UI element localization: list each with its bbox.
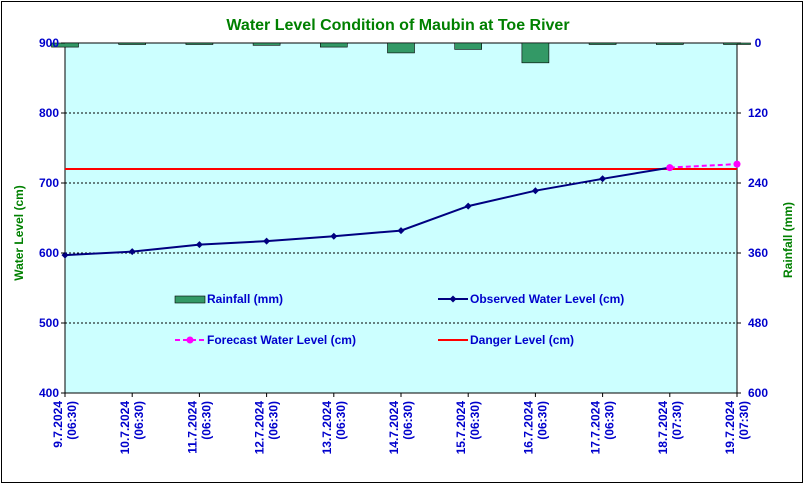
rainfall-bar [656, 43, 683, 45]
forecast-point [734, 161, 741, 168]
y-tick-label: 400 [39, 386, 59, 400]
y-axis-title: Water Level (cm) [12, 185, 26, 281]
plot-area [65, 43, 737, 393]
rainfall-bar [253, 43, 280, 45]
rainfall-bar [522, 43, 549, 63]
x-tick-label: 13.7.2024(06:30) [320, 401, 348, 455]
y2-tick-label: 480 [748, 316, 768, 330]
x-tick-label: 14.7.2024(06:30) [387, 401, 415, 455]
right-axis-ticks: 0 120 240 360 480 600 [737, 36, 768, 400]
rainfall-bar [455, 43, 482, 49]
y-tick-label: 800 [39, 106, 59, 120]
rainfall-bar [320, 43, 347, 47]
x-tick-label: 16.7.2024(06:30) [521, 401, 549, 455]
chart-title: Water Level Condition of Maubin at Toe R… [226, 17, 569, 34]
x-tick-label: 17.7.2024(06:30) [589, 401, 617, 455]
y-tick-label: 500 [39, 316, 59, 330]
rainfall-bar [186, 43, 213, 45]
y2-tick-label: 360 [748, 246, 768, 260]
y2-tick-label: 120 [748, 106, 768, 120]
y-tick-label: 700 [39, 176, 59, 190]
rainfall-bar [589, 43, 616, 45]
x-tick-label: 11.7.2024(06:30) [185, 401, 213, 454]
x-tick-label: 9.7.2024(06:30) [51, 401, 79, 448]
y2-tick-label: 0 [755, 36, 762, 50]
y2-tick-label: 240 [748, 176, 768, 190]
left-axis-ticks: 900 800 700 600 500 400 [39, 36, 65, 400]
y2-tick-label: 600 [748, 386, 768, 400]
legend-marker-forecast [187, 337, 194, 344]
x-tick-label: 19.7.2024(07:30) [723, 401, 751, 455]
legend-swatch-rainfall [175, 296, 205, 303]
legend-label-danger: Danger Level (cm) [470, 333, 574, 347]
legend-label-rainfall: Rainfall (mm) [207, 292, 283, 306]
legend-label-forecast: Forecast Water Level (cm) [207, 333, 356, 347]
rainfall-bar [119, 43, 146, 45]
legend-label-observed: Observed Water Level (cm) [470, 292, 624, 306]
x-tick-label: 12.7.2024(06:30) [253, 401, 281, 455]
y-tick-label: 900 [39, 36, 59, 50]
y2-axis-title: Rainfall (mm) [781, 202, 795, 278]
water-level-chart: 900 800 700 600 500 400 0 120 240 360 480 600 9.7.… [0, 0, 806, 486]
x-axis-ticks: 9.7.2024(06:30) 10.7.2024(06:30) 11.7.2024… [51, 393, 751, 454]
x-tick-label: 10.7.2024(06:30) [118, 401, 146, 455]
y-tick-label: 600 [39, 246, 59, 260]
rainfall-bar [388, 43, 415, 53]
x-tick-label: 18.7.2024(07:30) [656, 401, 684, 455]
forecast-point [666, 164, 673, 171]
x-tick-label: 15.7.2024(06:30) [454, 401, 482, 455]
